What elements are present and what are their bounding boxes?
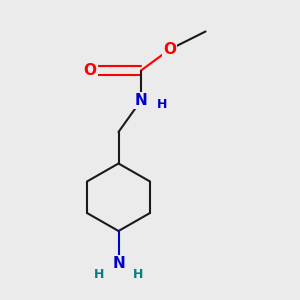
Text: O: O (83, 63, 97, 78)
Text: H: H (157, 98, 167, 112)
Text: N: N (112, 256, 125, 272)
Text: N: N (135, 93, 147, 108)
Text: H: H (94, 268, 104, 281)
Text: O: O (163, 42, 176, 57)
Text: H: H (133, 268, 143, 281)
